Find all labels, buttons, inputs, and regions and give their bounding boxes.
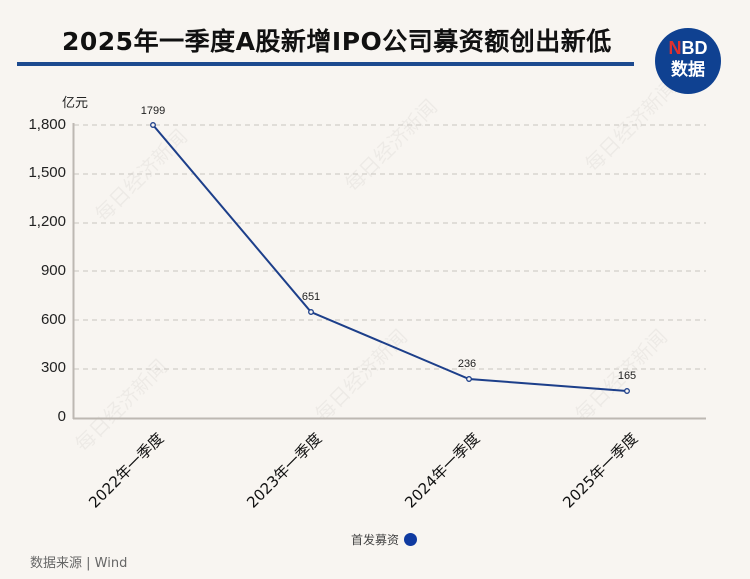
logo-data-text: 数据 [671, 60, 705, 80]
data-source: 数据来源 | Wind [30, 556, 128, 571]
gridlines [74, 124, 706, 370]
series-markers [150, 122, 630, 394]
y-tick: 0 [57, 408, 66, 425]
y-tick: 1,200 [28, 213, 66, 230]
logo-n: N [668, 38, 682, 58]
series-line [152, 124, 628, 392]
nbd-logo: NBD 数据 [655, 28, 721, 94]
y-tick: 1,500 [28, 164, 66, 181]
legend-label: 首发募资 [351, 533, 400, 547]
y-tick: 900 [40, 262, 66, 279]
legend: 首发募资 [351, 531, 418, 548]
y-tick: 1,800 [28, 116, 66, 133]
data-label: 651 [301, 291, 321, 303]
legend-dot-icon [404, 533, 418, 546]
logo-bd: BD [681, 38, 708, 58]
y-tick: 600 [40, 311, 66, 328]
data-label: 165 [617, 370, 637, 382]
data-label: 236 [457, 358, 477, 370]
chart-title: 2025年一季度A股新增IPO公司募资额创出新低 [62, 27, 612, 56]
y-axis-unit: 亿元 [62, 96, 89, 111]
y-tick: 300 [40, 359, 66, 376]
title-underline [17, 62, 634, 66]
data-label: 1799 [140, 105, 166, 117]
